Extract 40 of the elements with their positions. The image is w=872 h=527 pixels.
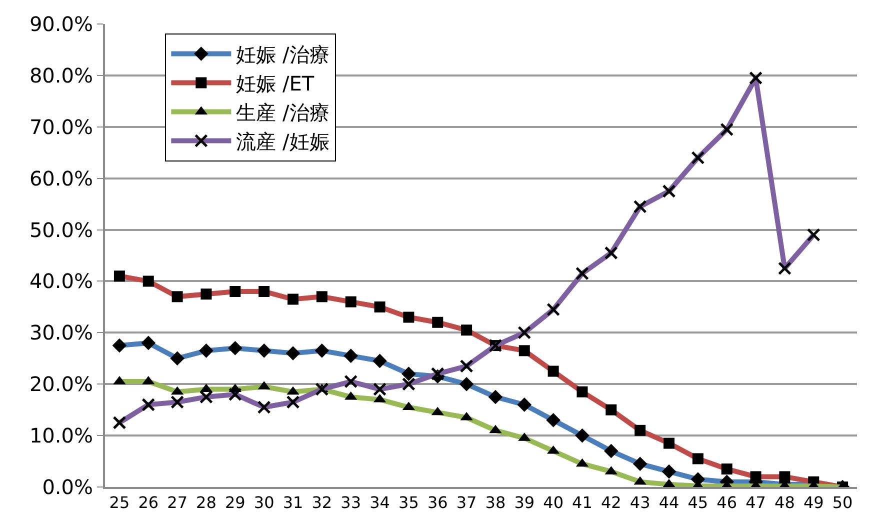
x-tick-label: 39 <box>514 493 535 512</box>
legend-label: 流産 /妊娠 <box>236 130 330 154</box>
y-tick-label: 90.0% <box>29 12 93 36</box>
x-tick-label: 30 <box>254 493 274 512</box>
x-tick-label: 32 <box>312 493 332 512</box>
x-tick-label: 41 <box>572 493 592 512</box>
x-tick-label: 49 <box>803 493 824 512</box>
y-tick-label: 10.0% <box>29 424 93 448</box>
x-tick-label: 33 <box>340 493 362 512</box>
x-tick-label: 26 <box>138 493 159 512</box>
x-tick-label: 45 <box>688 493 708 512</box>
x-tick-label: 47 <box>746 493 766 512</box>
x-tick-label: 40 <box>543 493 564 512</box>
y-tick-label: 30.0% <box>29 320 93 345</box>
x-tick-label: 31 <box>282 493 304 512</box>
y-tick-label: 50.0% <box>29 218 93 242</box>
x-tick-label: 29 <box>224 493 246 512</box>
legend-label: 生産 /治療 <box>236 100 330 125</box>
y-tick-label: 70.0% <box>29 114 93 139</box>
y-tick-label: 0.0% <box>42 475 93 499</box>
y-tick-label: 60.0% <box>29 166 93 190</box>
x-tick-label: 25 <box>109 493 130 512</box>
y-tick-label: 40.0% <box>29 269 93 294</box>
x-tick-label: 48 <box>774 493 795 512</box>
x-tick-label: 27 <box>167 493 188 512</box>
x-tick-label: 38 <box>485 493 506 512</box>
legend-label: 妊娠 /治療 <box>236 42 330 67</box>
x-tick-label: 36 <box>427 493 448 512</box>
x-tick-label: 34 <box>370 493 390 512</box>
x-tick-label: 50 <box>832 493 853 512</box>
x-tick-label: 35 <box>398 493 419 512</box>
x-tick-label: 44 <box>658 493 680 512</box>
x-tick-label: 42 <box>600 493 622 512</box>
y-tick-label: 20.0% <box>29 372 93 396</box>
x-tick-label: 46 <box>716 493 738 512</box>
y-tick-label: 80.0% <box>29 63 93 88</box>
x-tick-label: 37 <box>456 493 477 512</box>
x-tick-label: 43 <box>630 493 650 512</box>
legend-label: 妊娠 /ET <box>236 72 315 96</box>
x-tick-label: 28 <box>196 493 216 512</box>
